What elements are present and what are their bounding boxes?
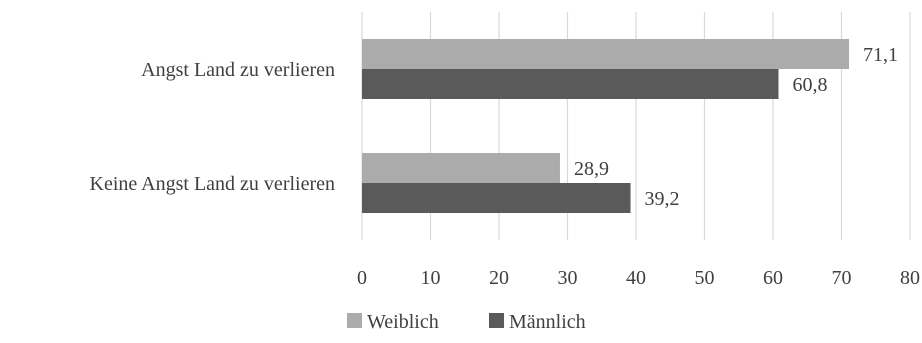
x-tick-label: 30 — [558, 267, 578, 289]
x-tick-labels: 0 10 20 30 40 50 60 70 80 — [357, 267, 920, 289]
data-label: 39,2 — [645, 188, 680, 210]
bar-männlich-2 — [362, 183, 631, 213]
data-labels: 71,1 60,8 28,9 39,2 — [574, 44, 898, 210]
legend-label: Männlich — [509, 311, 586, 333]
category-labels: Angst Land zu verlieren Keine Angst Land … — [90, 59, 335, 195]
x-tick-label: 40 — [626, 267, 646, 289]
legend: Weiblich Männlich — [347, 311, 586, 333]
x-tick-label: 50 — [695, 267, 715, 289]
data-label: 60,8 — [792, 74, 827, 96]
bars — [362, 39, 850, 213]
x-tick-label: 80 — [900, 267, 920, 289]
legend-swatch-weiblich — [347, 313, 362, 328]
x-tick-label: 60 — [763, 267, 783, 289]
data-label: 28,9 — [574, 158, 609, 180]
legend-label: Weiblich — [367, 311, 439, 333]
x-tick-label: 0 — [357, 267, 367, 289]
category-label: Angst Land zu verlieren — [141, 59, 335, 81]
x-tick-label: 20 — [489, 267, 509, 289]
data-label: 71,1 — [863, 44, 898, 66]
x-tick-label: 70 — [832, 267, 852, 289]
bar-weiblich-1 — [362, 39, 850, 69]
x-tick-label: 10 — [421, 267, 441, 289]
legend-swatch-männlich — [489, 313, 504, 328]
bar-männlich-1 — [362, 69, 779, 99]
category-label: Keine Angst Land zu verlieren — [90, 173, 335, 195]
bar-weiblich-2 — [362, 153, 560, 183]
